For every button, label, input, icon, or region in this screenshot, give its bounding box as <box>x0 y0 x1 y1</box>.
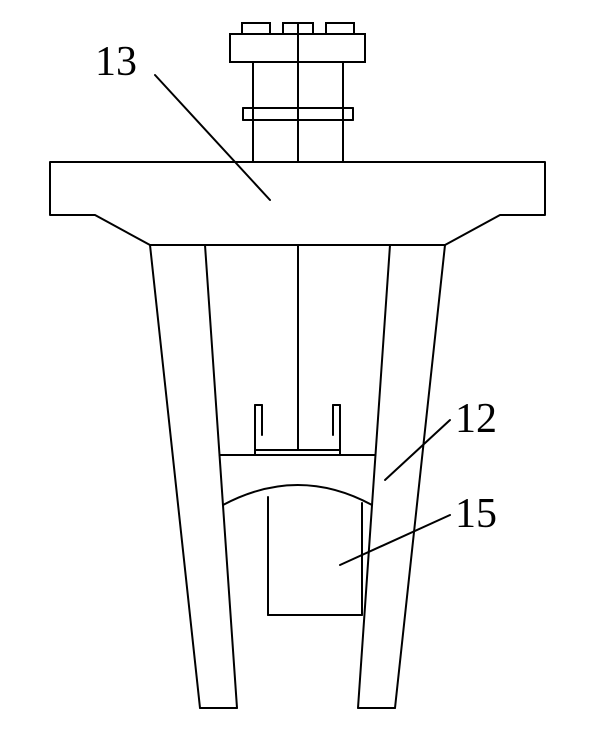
label-13: 13 <box>95 38 137 86</box>
technical-diagram <box>0 0 599 735</box>
label-15: 15 <box>455 490 497 538</box>
label-12: 12 <box>455 395 497 443</box>
